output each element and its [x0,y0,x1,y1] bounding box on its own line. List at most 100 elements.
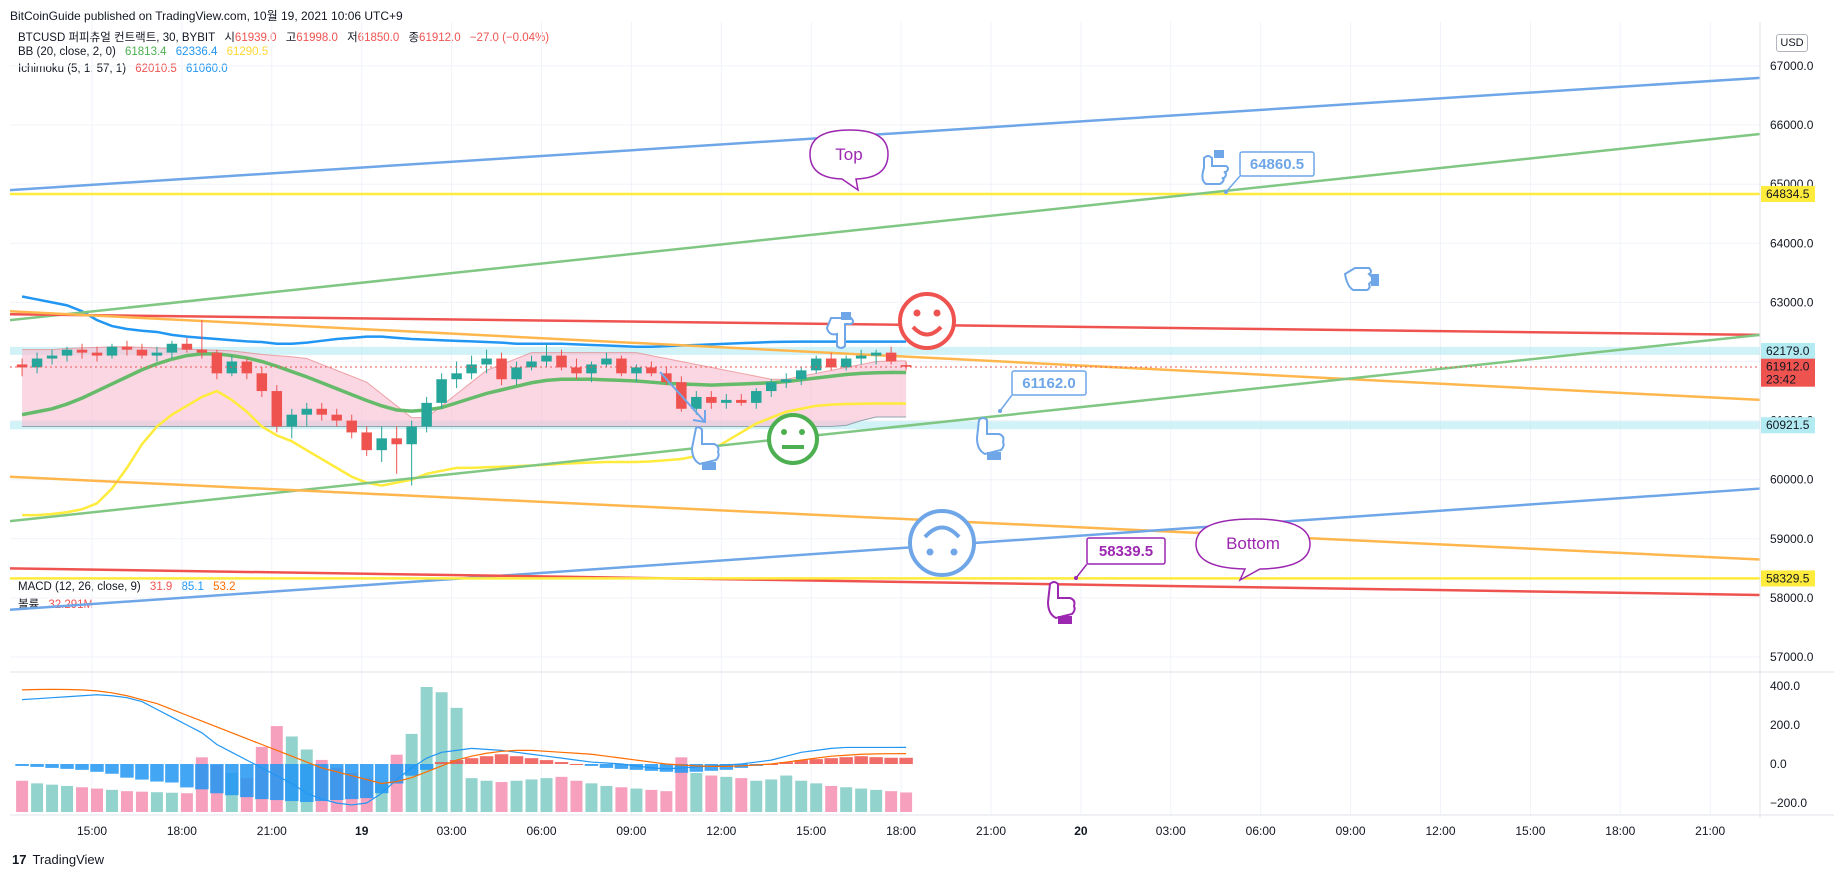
price-label-box [1761,342,1815,359]
candle-body [646,367,657,374]
bb-lower-value: 61290.5 [226,46,269,58]
volume-bar [870,789,883,812]
x-tick-label: 09:00 [616,824,646,838]
projection-arrow [659,371,706,423]
macd-hist-bar [734,764,749,768]
candle-body [586,364,597,374]
trend-line [9,132,1761,322]
macd-hist-bar [719,764,734,770]
volume-bar [180,793,193,812]
volume-bar [585,783,598,812]
ohlc-low: 저61850.0 [347,32,400,44]
volume-bar [345,772,358,812]
macd-hist-bar [794,760,808,764]
candle-body [496,358,507,380]
y-tick-label: 61000.0 [1770,414,1814,428]
candle-body [870,352,882,356]
macd-hist-bar [374,764,389,794]
price-note-64860-text: 64860.5 [1250,156,1304,173]
macd-pane [15,687,913,812]
candles [16,320,912,486]
currency-button[interactable]: USD [1776,34,1808,52]
volume-bar [61,785,74,812]
callout-bottom[interactable]: Bottom [1195,518,1311,582]
volume-bar [420,687,433,812]
trend-line [9,475,1761,561]
candle-body [601,358,612,365]
ichimoku-legend: Ichimoku (5, 1, 57, 1) 62010.5 61060.0 [18,63,234,75]
volume-bar [360,778,373,812]
pointing-hand-icon [1046,581,1076,624]
pointing-hand-icon [1343,267,1379,291]
macd-hist-bar [60,764,74,769]
callout-top[interactable]: Top [809,129,889,192]
price-note-61162[interactable]: 61162.0 [998,370,1087,413]
volume-bar [91,788,103,812]
volume-bar [46,784,59,812]
volume-bar [16,780,29,812]
macd-y-tick-label: 400.0 [1770,679,1800,693]
volume-bar [76,787,89,812]
macd-hist-bar [30,764,44,767]
smiley-face-icon [898,292,956,350]
candle-body [571,367,582,374]
footer-brand[interactable]: TradingView [32,852,105,867]
macd-hist-bar [300,764,314,803]
zone-band [10,421,1760,430]
price-label-text: 61912.0 [1766,360,1810,374]
volume-bar [120,791,133,812]
x-tick-label: 21:00 [1695,824,1725,838]
candle-body [361,432,372,451]
macd-hist-bar [659,764,674,772]
ichimoku-label: Ichimoku (5, 1, 57, 1) [18,63,127,75]
volume-bar [450,707,463,812]
volume-legend: 볼륨 32.291M [18,596,99,612]
macd-hist-bar [869,757,883,764]
volume-bar [705,775,718,812]
y-tick-label: 58000.0 [1770,591,1814,605]
volume-bar [315,759,328,812]
price-label-sublabel: 23:42 [1766,373,1796,387]
macd-hist-bar [524,758,539,764]
macd-hist-bar [464,758,479,764]
macd-hist-bar [120,764,134,778]
macd-hist-bar [329,764,344,801]
candle-body [840,358,852,368]
trend-line [9,76,1761,192]
x-tick-label: 15:00 [796,824,826,838]
x-tick-label: 18:00 [886,824,916,838]
y-tick-label: 60000.0 [1770,473,1814,487]
volume-bar [330,767,343,812]
price-label-text: 62179.0 [1766,344,1810,358]
price-label-text: 60921.5 [1766,418,1810,432]
macd-hist-bar [344,764,359,800]
macd-hist-bar [809,759,823,764]
published-caption: BitCoinGuide published on TradingView.co… [10,9,403,23]
macd-hist-bar [270,764,284,801]
candle-body [91,352,103,356]
candle-body [31,358,43,368]
ohlc-open: 시61939.0 [224,32,277,44]
bb-basis-value: 61813.4 [125,46,167,58]
macd-hist-bar [479,756,494,764]
macd-hist-bar [839,757,853,764]
price-note-58339[interactable]: 58339.5 [1074,537,1166,580]
x-tick-label: 06:00 [526,824,556,838]
macd-hist-bar [165,764,179,783]
price-label-box [1761,570,1815,587]
macd-hist-bar [449,760,464,764]
y-tick-label: 57000.0 [1770,650,1814,664]
volume-bar [645,789,658,812]
macd-hist-bar [90,764,104,772]
volume-bar [465,778,478,812]
volume-bar [375,783,388,812]
candle-body [271,391,283,427]
candle-body [900,365,912,367]
macd-hist-bar [749,764,764,766]
candle-body [376,438,387,451]
price-note-64860[interactable]: 64860.5 [1224,151,1315,194]
x-tick-label: 15:00 [77,824,107,838]
candle-body [61,349,73,356]
neutral-face-icon [767,413,819,465]
